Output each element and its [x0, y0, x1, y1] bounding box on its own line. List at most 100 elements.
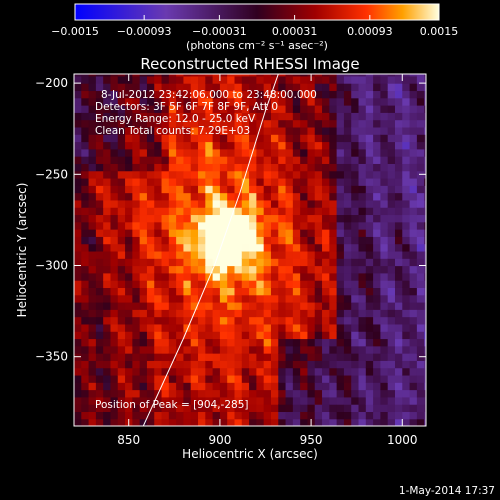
heatmap-cell [183, 141, 192, 150]
heatmap-cell [307, 411, 316, 420]
heatmap-cell [300, 374, 309, 383]
heatmap-cell [365, 83, 374, 92]
heatmap-cell [190, 243, 199, 252]
heatmap-cell [402, 243, 411, 252]
heatmap-cell [234, 74, 243, 77]
heatmap-cell [132, 367, 141, 376]
heatmap-cell [219, 418, 228, 426]
heatmap-cell [241, 404, 250, 413]
heatmap-cell [285, 389, 294, 398]
heatmap-cell [387, 309, 396, 318]
heatmap-cell [132, 170, 141, 179]
heatmap-cell [190, 265, 199, 274]
heatmap-cell [132, 353, 141, 361]
heatmap-cell [154, 221, 163, 230]
heatmap-cell [88, 148, 97, 157]
heatmap-cell [103, 272, 112, 281]
heatmap-cell [358, 199, 367, 208]
heatmap-cell [336, 382, 345, 391]
heatmap-cell [278, 382, 287, 391]
heatmap-cell [416, 156, 425, 164]
heatmap-cell [132, 243, 141, 252]
heatmap-cell [227, 287, 236, 296]
heatmap-cell [241, 280, 250, 288]
heatmap-cell [103, 258, 112, 267]
heatmap-cell [88, 221, 97, 230]
heatmap-cell [74, 192, 82, 201]
heatmap-cell [270, 236, 279, 245]
heatmap-cell [227, 112, 236, 121]
heatmap-cell [88, 382, 97, 391]
heatmap-cell [154, 83, 163, 92]
heatmap-cell [365, 309, 374, 318]
heatmap-cell [234, 90, 243, 99]
heatmap-cell [110, 243, 119, 252]
heatmap-cell [322, 83, 330, 92]
heatmap-cell [88, 97, 97, 106]
peak-position-label: Position of Peak = [904,-285] [95, 399, 249, 411]
heatmap-cell [212, 74, 221, 77]
heatmap-cell [256, 83, 265, 92]
heatmap-cell [198, 331, 206, 340]
heatmap-cell [307, 294, 316, 303]
heatmap-cell [234, 396, 243, 405]
heatmap-cell [161, 338, 170, 347]
heatmap-cell [365, 345, 374, 354]
heatmap-cell [212, 185, 221, 194]
heatmap-cell [74, 360, 82, 369]
heatmap-cell [219, 90, 228, 99]
heatmap-cell [373, 345, 382, 354]
heatmap-cell [278, 163, 287, 172]
heatmap-cell [402, 374, 411, 383]
heatmap-cell [278, 119, 287, 128]
heatmap-cell [285, 316, 294, 325]
heatmap-cell [132, 185, 141, 194]
heatmap-cell [322, 126, 330, 135]
heatmap-cell [380, 75, 389, 84]
heatmap-cell [74, 382, 82, 391]
heatmap-cell [380, 396, 389, 405]
colorbar: −0.0015 −0.00093 −0.00031 0.00031 0.00093 0.0… [51, 3, 458, 52]
heatmap-cell [132, 177, 141, 186]
heatmap-cell [336, 105, 345, 113]
heatmap-cell [183, 404, 192, 413]
heatmap-cell [125, 396, 133, 405]
heatmap-cell [176, 134, 185, 143]
heatmap-cell [402, 353, 411, 361]
heatmap-cell [110, 90, 119, 99]
heatmap-cell [351, 229, 360, 237]
heatmap-cell [322, 112, 330, 121]
heatmap-cell [387, 177, 396, 186]
heatmap-cell [278, 156, 287, 164]
heatmap-cell [263, 141, 272, 150]
heatmap-cell [212, 396, 221, 405]
heatmap-cell [416, 280, 425, 288]
heatmap-cell [424, 185, 426, 194]
heatmap-cell [329, 156, 338, 164]
heatmap-cell [154, 75, 163, 84]
heatmap-cell [117, 418, 126, 426]
heatmap-cell [234, 382, 243, 391]
heatmap-cell [103, 280, 112, 288]
colorbar-tick-label: 0.00093 [347, 25, 393, 38]
heatmap-cell [416, 411, 425, 420]
heatmap-cell [125, 367, 133, 376]
heatmap-cell [424, 243, 426, 252]
heatmap-cell [227, 382, 236, 391]
heatmap-cell [402, 134, 411, 143]
heatmap-cell [125, 250, 133, 259]
heatmap-cell [146, 309, 155, 318]
heatmap-cell [154, 229, 163, 237]
heatmap-cell [154, 265, 163, 274]
heatmap-cell [110, 287, 119, 296]
heatmap-cell [125, 243, 133, 252]
heatmap-cell [343, 192, 352, 201]
heatmap-cell [270, 280, 279, 288]
heatmap-cell [358, 272, 367, 281]
heatmap-cell [154, 236, 163, 245]
heatmap-cell [117, 258, 126, 267]
heatmap-cell [103, 177, 112, 186]
heatmap-cell [285, 243, 294, 252]
heatmap-cell [380, 265, 389, 274]
heatmap-cell [103, 119, 112, 128]
